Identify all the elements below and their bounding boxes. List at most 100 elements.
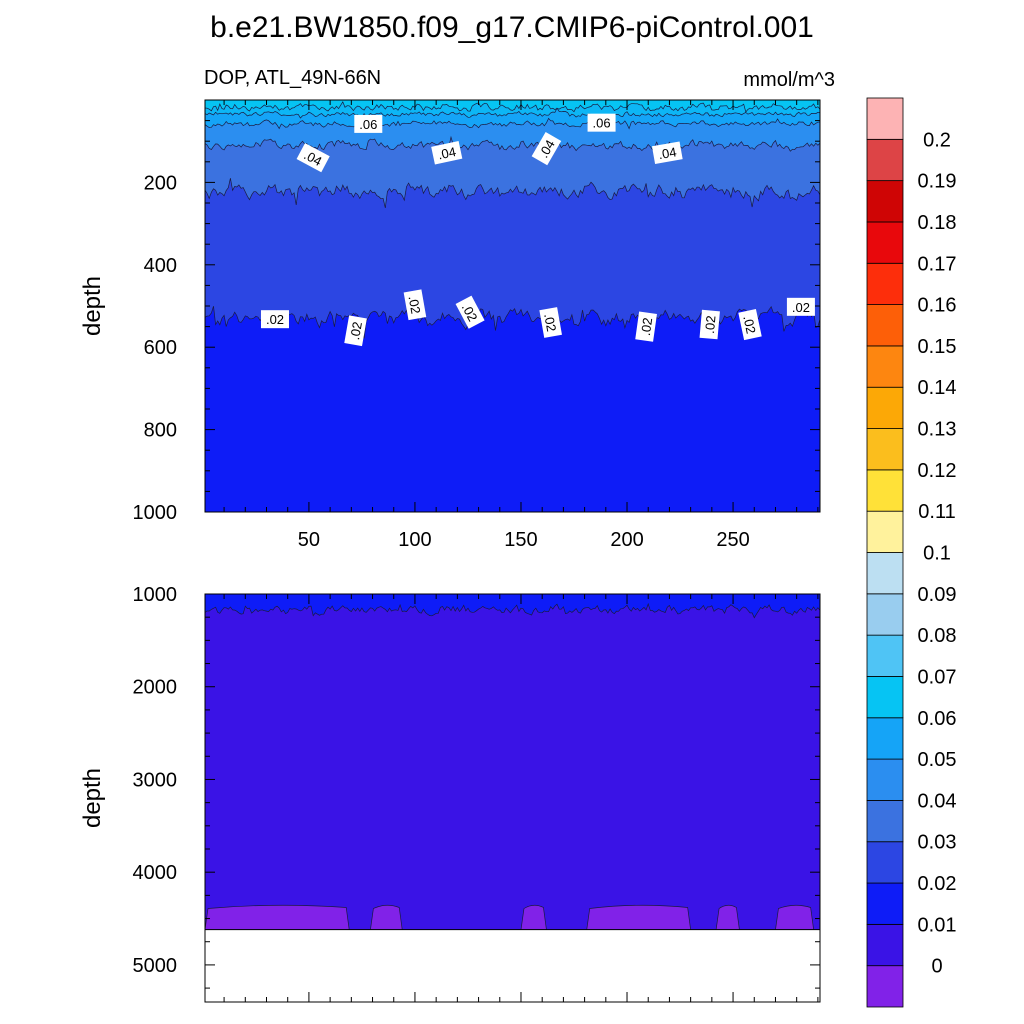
x-tick-label: 150 <box>504 529 537 551</box>
x-tick-label: 100 <box>398 529 431 551</box>
y-axis-label: depth <box>79 276 106 336</box>
colorbar-swatch <box>866 676 904 719</box>
contour-line <box>205 178 820 208</box>
x-tick-label: 200 <box>610 529 643 551</box>
y-tick-label: 600 <box>144 337 177 359</box>
contour-line <box>205 602 820 619</box>
colorbar-label: 0.1 <box>923 543 951 565</box>
colorbar-swatch <box>866 97 904 140</box>
chart-title: b.e21.BW1850.f09_g17.CMIP6-piControl.001 <box>210 11 814 44</box>
colorbar-swatch <box>866 469 904 512</box>
colorbar-label: 0 <box>931 956 942 978</box>
colorbar-swatch <box>866 304 904 347</box>
colorbar-swatch <box>866 758 904 801</box>
contour-label: .02 <box>539 307 562 338</box>
colorbar-swatch <box>866 428 904 471</box>
colorbar-swatch <box>866 800 904 843</box>
svg-text:.02: .02 <box>541 312 559 332</box>
panel-subtitle: DOP, ATL_49N-66N <box>204 67 381 89</box>
contour-line <box>205 107 820 119</box>
y-tick-label: 1000 <box>133 502 178 524</box>
contour-band-zero <box>520 904 547 931</box>
contour-label: .06 <box>587 113 616 132</box>
y-tick-label: 800 <box>144 420 177 442</box>
colorbar-label: 0.14 <box>918 377 957 399</box>
y-axis-label: depth <box>79 768 106 828</box>
contour-label: .02 <box>738 308 762 341</box>
x-tick-label: 50 <box>298 529 320 551</box>
contour-band-zero <box>715 904 740 931</box>
colorbar-label: 0.06 <box>918 708 957 730</box>
colorbar-swatch <box>866 510 904 553</box>
units-label: mmol/m^3 <box>743 69 835 91</box>
contour-label: .04 <box>296 143 330 173</box>
colorbar-label: 0.08 <box>918 625 957 647</box>
y-tick-label: 5000 <box>133 955 178 977</box>
colorbar-swatch <box>866 386 904 429</box>
x-tick-label: 250 <box>716 529 749 551</box>
contour-label: .04 <box>651 141 683 165</box>
colorbar-label: 0.04 <box>918 790 957 812</box>
y-tick-label: 400 <box>144 255 177 277</box>
contour-label: .02 <box>403 289 427 321</box>
svg-text:.02: .02 <box>740 314 758 335</box>
colorbar-label: 0.12 <box>918 460 957 482</box>
colorbar-swatch <box>866 138 904 182</box>
svg-text:.04: .04 <box>301 147 324 169</box>
contour-band <box>205 178 820 339</box>
colorbar-swatch <box>866 965 904 1008</box>
contour-label: .02 <box>699 309 720 340</box>
colorbar-label: 0.03 <box>918 832 957 854</box>
colorbar-label: 0.18 <box>918 212 957 234</box>
svg-text:.02: .02 <box>459 301 481 324</box>
contour-band-zero <box>775 904 815 931</box>
svg-text:.02: .02 <box>406 295 424 315</box>
contour-band <box>205 300 820 512</box>
contour-band-zero <box>205 904 350 931</box>
colorbar-label: 0.01 <box>918 914 957 936</box>
colorbar-swatch <box>866 345 904 388</box>
colorbar-swatch <box>866 593 904 636</box>
contour-band-zero <box>370 904 403 931</box>
contour-label: .02 <box>455 295 485 329</box>
svg-text:.02: .02 <box>266 312 284 327</box>
svg-text:.04: .04 <box>436 144 457 162</box>
colorbar-label: 0.13 <box>918 419 957 441</box>
contour-band <box>205 594 820 618</box>
svg-text:.06: .06 <box>593 116 611 131</box>
no-data-region <box>205 929 820 1002</box>
svg-text:.02: .02 <box>347 321 365 341</box>
contour-band <box>205 100 820 112</box>
colorbar-label: 0.02 <box>918 873 957 895</box>
colorbar-swatch <box>866 634 904 677</box>
colorbar-swatch <box>866 717 904 760</box>
colorbar-swatch <box>866 882 904 925</box>
colorbar-label: 0.11 <box>918 501 955 523</box>
contour-label: .02 <box>786 297 815 316</box>
colorbar-swatch <box>866 262 904 305</box>
contour-label: .02 <box>635 311 657 342</box>
svg-text:.02: .02 <box>792 300 810 315</box>
svg-text:.04: .04 <box>657 144 677 162</box>
colorbar-swatch <box>866 180 904 223</box>
contour-label: .06 <box>354 114 383 133</box>
contour-band-zero <box>586 904 692 931</box>
colorbar-label: 0.2 <box>923 129 951 151</box>
colorbar-label: 0.05 <box>918 749 957 771</box>
svg-text:.02: .02 <box>702 315 719 334</box>
contour-label: .02 <box>260 310 289 329</box>
contour-label: .04 <box>431 141 463 165</box>
lower-depth-panel: 1000 2000 3000 4000 5000 depth <box>79 584 821 1003</box>
y-tick-label: 4000 <box>133 862 178 884</box>
contour-band <box>205 594 820 930</box>
colorbar-swatch <box>866 552 904 595</box>
upper-depth-panel: .06 .06 .04 .04 .04 .04 .02 .02 .02 .02 .02 .02 .02.… <box>79 99 821 551</box>
svg-text:.06: .06 <box>359 117 377 132</box>
contour-label: .04 <box>531 131 562 166</box>
colorbar-label: 0.19 <box>918 171 957 193</box>
colorbar-swatch <box>866 221 904 264</box>
contour-label: .02 <box>344 315 367 347</box>
colorbar-label: 0.09 <box>918 584 957 606</box>
svg-text:.02: .02 <box>638 317 655 337</box>
